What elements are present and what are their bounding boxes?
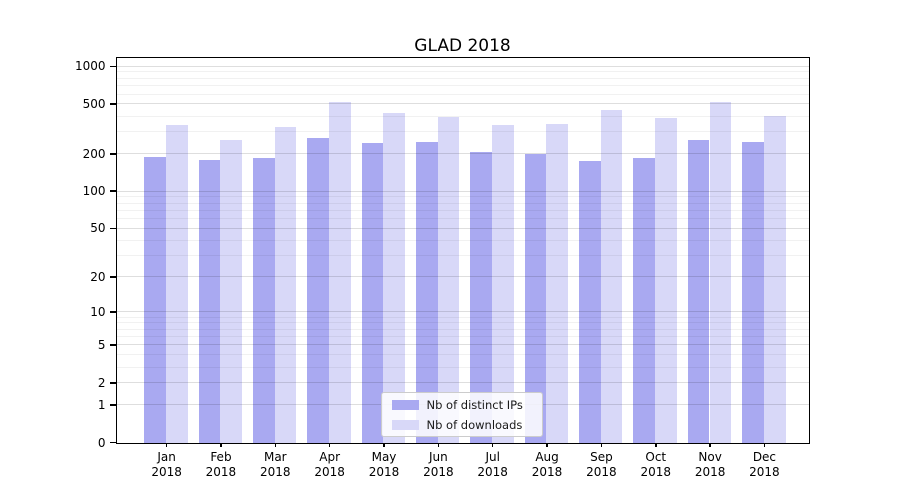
bar-distinct-ips-may: [361, 142, 384, 443]
x-tick-aug: [546, 442, 548, 448]
x-tick-label-dec: Dec 2018: [749, 449, 780, 479]
y-tick-label-100: 100: [82, 184, 106, 199]
x-tick-label-may: May 2018: [368, 449, 400, 479]
y-tick-100: [109, 190, 116, 193]
legend-item-downloads: Nb of downloads: [382, 416, 542, 433]
y-tick-label-200: 200: [82, 146, 106, 161]
legend-label-distinct-ips: Nb of distinct IPs: [426, 397, 523, 412]
y-tick-label-50: 50: [90, 221, 106, 236]
y-tick-label-1: 1: [97, 397, 106, 412]
y-tick-label-2: 2: [97, 375, 106, 390]
legend: Nb of distinct IPs Nb of downloads: [380, 392, 543, 437]
x-tick-label-aug: Aug 2018: [531, 449, 563, 479]
x-tick-label-jul: Jul 2018: [477, 449, 508, 479]
bar-distinct-ips-sep: [579, 160, 601, 443]
y-tick-label-0: 0: [97, 435, 106, 450]
x-tick-label-mar: Mar 2018: [260, 449, 291, 479]
bar-distinct-ips-nov: [687, 139, 710, 443]
legend-item-distinct-ips: Nb of distinct IPs: [382, 396, 542, 413]
x-tick-mar: [274, 442, 277, 448]
x-tick-label-jan: Jan 2018: [151, 449, 182, 479]
bar-distinct-ips-feb: [198, 160, 221, 443]
chart-title: GLAD 2018: [414, 36, 511, 56]
y-tick-10: [109, 311, 116, 313]
bar-distinct-ips-dec: [742, 141, 764, 443]
bar-downloads-jun: [437, 116, 460, 443]
bar-distinct-ips-apr: [307, 137, 330, 443]
y-tick-label-20: 20: [90, 269, 106, 284]
x-tick-jun: [437, 442, 440, 448]
x-tick-jan: [165, 442, 168, 448]
y-tick-500: [109, 103, 116, 105]
y-tick-50: [109, 227, 116, 230]
bar-distinct-ips-jul: [470, 151, 493, 443]
bar-downloads-dec: [763, 115, 786, 443]
bar-downloads-feb: [220, 139, 243, 443]
bar-downloads-apr: [329, 101, 351, 443]
x-tick-label-nov: Nov 2018: [694, 449, 726, 479]
legend-swatch-distinct-ips: [391, 399, 419, 410]
x-tick-sep: [600, 442, 603, 448]
x-tick-nov: [709, 442, 711, 448]
x-tick-feb: [220, 442, 222, 448]
plot-area: Nb of distinct IPs Nb of downloads: [115, 57, 810, 444]
y-tick-5: [109, 344, 116, 346]
bar-distinct-ips-jun: [416, 141, 438, 443]
bar-downloads-may: [383, 112, 406, 443]
bar-distinct-ips-mar: [253, 157, 275, 443]
y-tick-label-1000: 1000: [74, 59, 106, 74]
bar-distinct-ips-jan: [144, 157, 166, 443]
x-tick-label-feb: Feb 2018: [205, 449, 237, 479]
x-tick-label-apr: Apr 2018: [314, 449, 345, 479]
y-tick-2: [109, 381, 116, 384]
bar-distinct-ips-oct: [633, 158, 656, 443]
bar-downloads-aug: [546, 124, 569, 443]
bar-downloads-mar: [274, 126, 297, 443]
y-tick-0: [109, 441, 116, 444]
bar-downloads-sep: [600, 109, 623, 443]
y-tick-200: [109, 152, 116, 155]
bars-layer: [117, 58, 809, 443]
x-tick-label-jun: Jun 2018: [423, 449, 454, 479]
x-tick-label-sep: Sep 2018: [586, 449, 617, 479]
y-tick-1000: [109, 65, 116, 68]
y-tick-label-5: 5: [97, 338, 106, 353]
x-tick-apr: [328, 442, 331, 448]
x-tick-dec: [763, 442, 766, 448]
legend-swatch-downloads: [391, 419, 419, 430]
bar-downloads-nov: [709, 101, 732, 443]
x-tick-oct: [654, 442, 657, 448]
x-tick-jul: [491, 442, 494, 448]
bar-downloads-jan: [166, 125, 188, 443]
y-tick-label-500: 500: [82, 97, 106, 112]
legend-label-downloads: Nb of downloads: [426, 417, 523, 432]
y-tick-label-10: 10: [90, 305, 106, 319]
bar-distinct-ips-aug: [524, 153, 547, 443]
x-tick-may: [383, 442, 385, 448]
bar-downloads-oct: [655, 118, 677, 443]
y-tick-1: [109, 404, 116, 406]
x-tick-label-oct: Oct 2018: [640, 449, 672, 479]
y-tick-20: [109, 275, 116, 278]
bar-downloads-jul: [492, 125, 514, 443]
